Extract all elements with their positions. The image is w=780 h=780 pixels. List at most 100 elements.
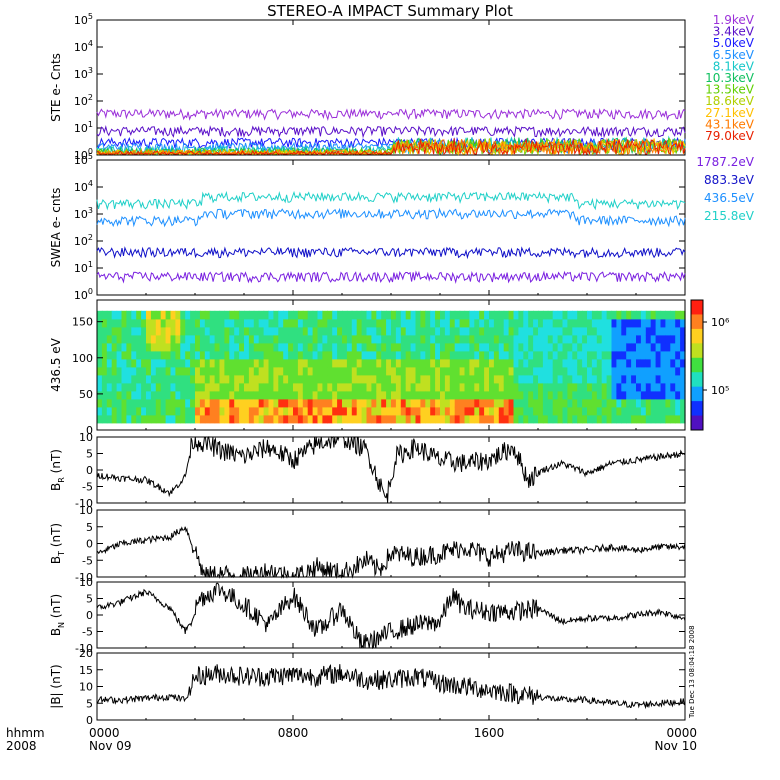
heatmap-cell [332, 390, 338, 400]
heatmap-cell [121, 398, 127, 408]
heatmap-cell [288, 382, 294, 392]
heatmap-cell [410, 326, 417, 336]
heatmap-cell [131, 318, 137, 328]
heatmap-cell [101, 390, 108, 400]
heatmap-cell [302, 350, 309, 360]
y-tick-exponent: 2 [88, 93, 93, 102]
heatmap-cell [180, 406, 186, 416]
heatmap-cell [204, 374, 211, 384]
heatmap-cell [459, 318, 466, 328]
heatmap-cell [645, 342, 652, 352]
legend-entry: 883.3eV [704, 173, 755, 187]
heatmap-cell [322, 334, 328, 344]
heatmap-cell [675, 310, 681, 320]
heatmap-cell [346, 358, 353, 368]
heatmap-cell [180, 390, 186, 400]
heatmap-cell [297, 310, 304, 320]
heatmap-cell [297, 318, 304, 328]
heatmap-cell [293, 342, 299, 352]
heatmap-cell [660, 382, 666, 392]
y-tick-label: 20 [79, 647, 93, 660]
heatmap-cell [489, 382, 495, 392]
heatmap-cell [400, 326, 407, 336]
heatmap-cell [332, 382, 338, 392]
heatmap-cell [591, 350, 598, 360]
heatmap-cell [503, 382, 510, 392]
heatmap-cell [518, 350, 524, 360]
heatmap-cell [484, 406, 490, 416]
heatmap-cell [591, 366, 598, 376]
heatmap-cell [229, 366, 235, 376]
heatmap-cell [121, 318, 127, 328]
heatmap-cell [332, 342, 338, 352]
heatmap-cell [479, 342, 485, 352]
heatmap-cell [234, 406, 240, 416]
heatmap-cell [253, 318, 260, 328]
heatmap-cell [459, 310, 466, 320]
heatmap-cell [391, 358, 397, 368]
heatmap-cell [538, 318, 544, 328]
heatmap-cell [469, 358, 475, 368]
colorbar-segment [691, 343, 703, 359]
heatmap-cell [665, 326, 671, 336]
heatmap-cell [195, 318, 201, 328]
heatmap-cell [356, 318, 363, 328]
heatmap-cell [557, 382, 564, 392]
heatmap-cell [268, 310, 274, 320]
heatmap-cell [640, 334, 647, 344]
heatmap-cell [415, 374, 421, 384]
heatmap-cell [405, 382, 412, 392]
heatmap-cell [523, 366, 529, 376]
heatmap-cell [214, 398, 221, 408]
heatmap-cell [660, 414, 666, 424]
heatmap-cell [395, 342, 402, 352]
heatmap-cell [420, 318, 426, 328]
heatmap-cell [489, 366, 495, 376]
heatmap-cell [518, 406, 524, 416]
heatmap-cell [606, 414, 613, 424]
heatmap-cell [106, 406, 113, 416]
heatmap-cell [479, 326, 485, 336]
heatmap-cell [209, 398, 216, 408]
heatmap-cell [141, 358, 147, 368]
heatmap-cell [141, 342, 147, 352]
heatmap-cell [552, 366, 559, 376]
heatmap-cell [430, 318, 436, 328]
heatmap-cell [670, 342, 676, 352]
heatmap-cell [386, 358, 392, 368]
heatmap-cell [219, 374, 225, 384]
heatmap-cell [337, 310, 343, 320]
heatmap-cell [131, 366, 137, 376]
heatmap-cell [381, 326, 387, 336]
heatmap-cell [675, 342, 681, 352]
heatmap-cell [116, 406, 123, 416]
heatmap-cell [293, 406, 299, 416]
heatmap-cell [523, 350, 529, 360]
y-tick-label: 10 [79, 504, 93, 517]
heatmap-cell [454, 334, 461, 344]
heatmap-cell [596, 406, 603, 416]
series-line-swea [96, 246, 686, 260]
heatmap-cell [405, 358, 412, 368]
heatmap-cell [165, 414, 172, 424]
heatmap-cell [567, 374, 573, 384]
heatmap-cell [278, 374, 284, 384]
heatmap-cell [195, 342, 201, 352]
heatmap-cell [440, 310, 446, 320]
heatmap-cell [283, 374, 289, 384]
heatmap-cell [371, 374, 377, 384]
heatmap-cell [219, 310, 225, 320]
heatmap-cell [342, 406, 348, 416]
heatmap-cell [449, 374, 456, 384]
heatmap-cell [557, 358, 564, 368]
heatmap-cell [199, 374, 206, 384]
heatmap-cell [376, 358, 382, 368]
heatmap-cell [474, 390, 480, 400]
heatmap-cell [209, 366, 216, 376]
heatmap-cell [616, 382, 622, 392]
heatmap-cell [670, 326, 676, 336]
heatmap-cell [126, 406, 132, 416]
heatmap-cell [150, 358, 157, 368]
heatmap-cell [606, 310, 613, 320]
